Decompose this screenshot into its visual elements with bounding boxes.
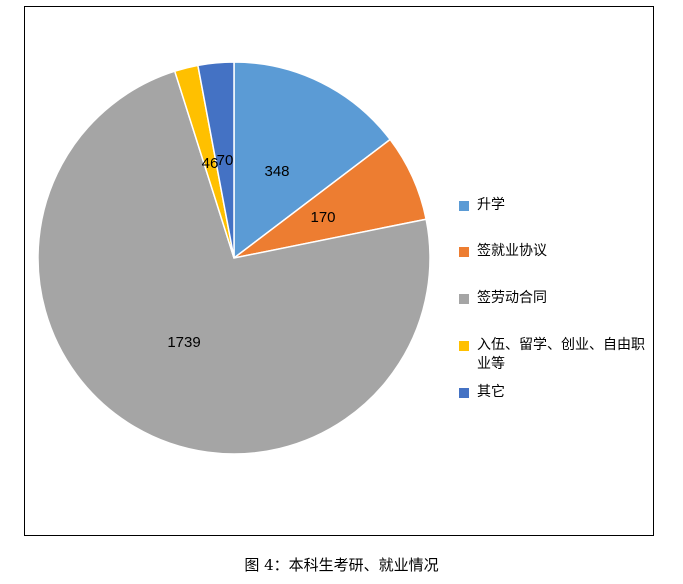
- legend-swatch: [459, 201, 469, 211]
- legend-label: 其它: [477, 384, 505, 400]
- data-label-3: 46: [202, 155, 219, 172]
- legend-item-laodong-hetong: 签劳动合同: [459, 289, 647, 308]
- legend-label: 签劳动合同: [477, 290, 547, 306]
- pie-slice-2: [37, 70, 431, 455]
- legend-swatch: [459, 294, 469, 304]
- data-label-0: 348: [264, 163, 289, 180]
- legend-item-shengxue: 升学: [459, 196, 647, 215]
- legend-swatch: [459, 247, 469, 257]
- legend-item-ruwu-liuxue: 入伍、留学、创业、自由职业等: [459, 336, 647, 374]
- data-label-4: 70: [217, 152, 234, 169]
- legend-item-jiuye-xieyi: 签就业协议: [459, 242, 647, 261]
- legend-swatch: [459, 388, 469, 398]
- legend-item-qita: 其它: [459, 383, 647, 402]
- data-label-1: 170: [310, 209, 335, 226]
- legend-label: 入伍、留学、创业、自由职业等: [477, 337, 645, 372]
- data-label-2: 1739: [167, 334, 200, 351]
- legend-label: 升学: [477, 197, 505, 213]
- legend-label: 签就业协议: [477, 243, 547, 259]
- legend-swatch: [459, 341, 469, 351]
- figure-caption: 图 4：本科生考研、就业情况: [244, 556, 439, 574]
- pie-slice-4: [197, 61, 235, 259]
- pie-slice-0: [233, 61, 392, 260]
